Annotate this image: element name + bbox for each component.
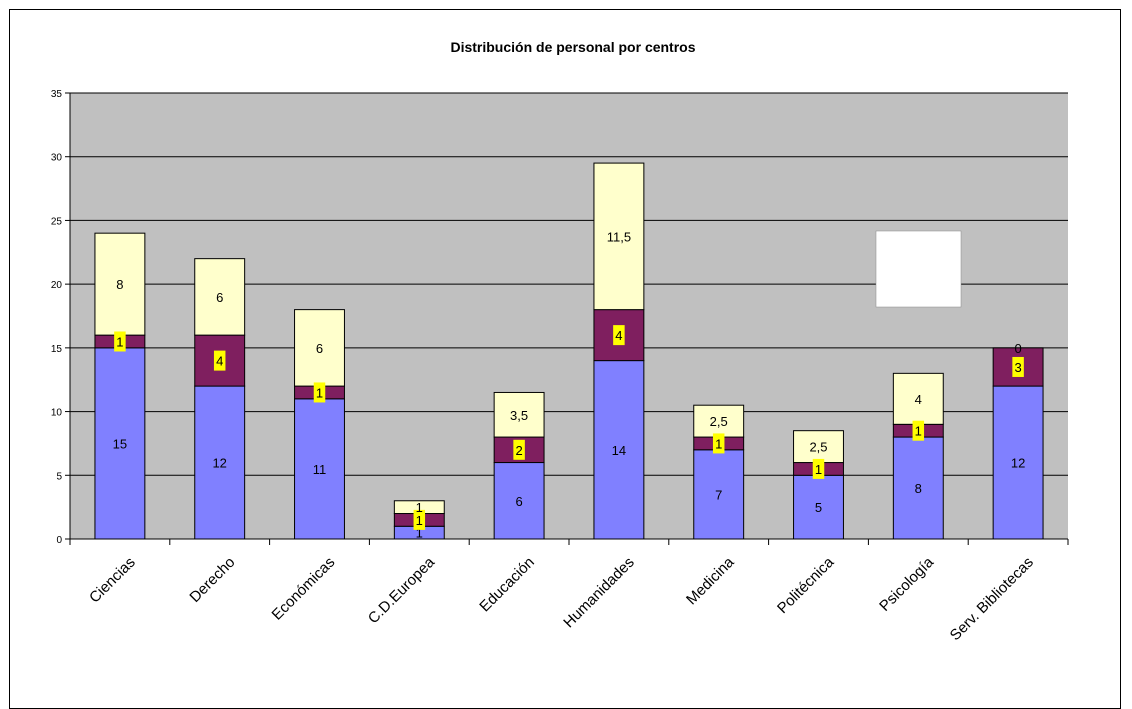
bar-segment	[992, 385, 1044, 540]
data-label: 11	[313, 462, 327, 477]
y-tick-label: 10	[51, 408, 63, 419]
bar-segment	[94, 347, 146, 540]
y-tick-label: 25	[51, 216, 63, 227]
data-label-highlight	[912, 420, 925, 441]
data-label: 4	[216, 354, 223, 369]
data-label: 11,5	[607, 229, 631, 244]
bar-segment	[593, 162, 645, 311]
data-label: 1	[416, 526, 423, 541]
bar-segment	[992, 347, 1044, 387]
chart-title: Distribución de personal por centros	[450, 39, 695, 55]
data-label: 6	[316, 341, 323, 356]
bar-segment	[793, 474, 844, 540]
data-label: 1	[116, 334, 123, 349]
bar-segment	[194, 258, 246, 336]
data-label: 4	[615, 328, 622, 343]
category-label: Educación	[476, 554, 538, 616]
bar-segment	[693, 404, 745, 438]
category-label: Politécnica	[774, 553, 838, 617]
data-label: 1	[915, 424, 922, 439]
y-tick-label: 15	[51, 344, 63, 355]
data-label-highlight	[413, 509, 426, 530]
data-label-highlight	[313, 382, 326, 403]
data-label-highlight	[613, 325, 625, 346]
data-label: 0	[1014, 341, 1021, 356]
data-label: 15	[113, 436, 127, 451]
data-label: 8	[915, 481, 922, 496]
data-label: 14	[612, 443, 626, 458]
category-label: Psicología	[876, 553, 937, 614]
data-label: 2	[515, 443, 522, 458]
bar-segment	[294, 309, 345, 387]
y-tick-label: 30	[51, 153, 63, 164]
bar-segment	[593, 360, 645, 540]
data-label: 2,5	[809, 440, 827, 455]
data-label: 3,5	[510, 408, 528, 423]
y-tick-label: 35	[51, 89, 63, 100]
data-label: 7	[715, 487, 722, 502]
data-label: 8	[116, 277, 123, 292]
bar-segment	[892, 372, 944, 425]
bar-segment	[493, 462, 545, 540]
data-label: 12	[1011, 456, 1025, 471]
category-label: Derecho	[186, 554, 238, 606]
data-label-highlight	[114, 331, 126, 352]
data-label: 1	[416, 500, 423, 515]
data-label-highlight	[1012, 356, 1024, 377]
data-label: 1	[815, 462, 822, 477]
data-label: 1	[416, 513, 423, 528]
data-label: 4	[915, 392, 922, 407]
data-label: 12	[212, 456, 226, 471]
data-label-highlight	[712, 433, 725, 454]
y-tick-label: 5	[56, 471, 62, 482]
category-label: Serv. Bibliotecas	[947, 554, 1037, 644]
y-tick-label: 20	[51, 280, 63, 291]
category-label: C.D.Europea	[365, 553, 439, 627]
data-label-highlight	[213, 350, 226, 371]
bar-segment	[294, 398, 345, 540]
bar-segment	[793, 430, 844, 464]
category-label: Humanidades	[560, 554, 637, 631]
bar-segment	[493, 391, 545, 438]
data-label: 5	[815, 500, 822, 515]
data-label-highlight	[513, 439, 525, 460]
category-label: Ciencias	[86, 554, 139, 607]
category-label: Medicina	[683, 553, 738, 608]
data-label: 6	[216, 290, 223, 305]
data-label: 6	[515, 494, 522, 509]
data-label: 1	[715, 436, 722, 451]
bar-segment	[693, 449, 745, 540]
y-tick-label: 0	[56, 535, 62, 546]
legend-box	[875, 230, 962, 308]
data-label: 1	[316, 385, 323, 400]
bar-segment	[194, 385, 246, 540]
data-label: 2,5	[710, 414, 728, 429]
category-label: Económicas	[269, 554, 339, 624]
data-label: 3	[1014, 360, 1021, 375]
data-label-highlight	[812, 458, 825, 479]
